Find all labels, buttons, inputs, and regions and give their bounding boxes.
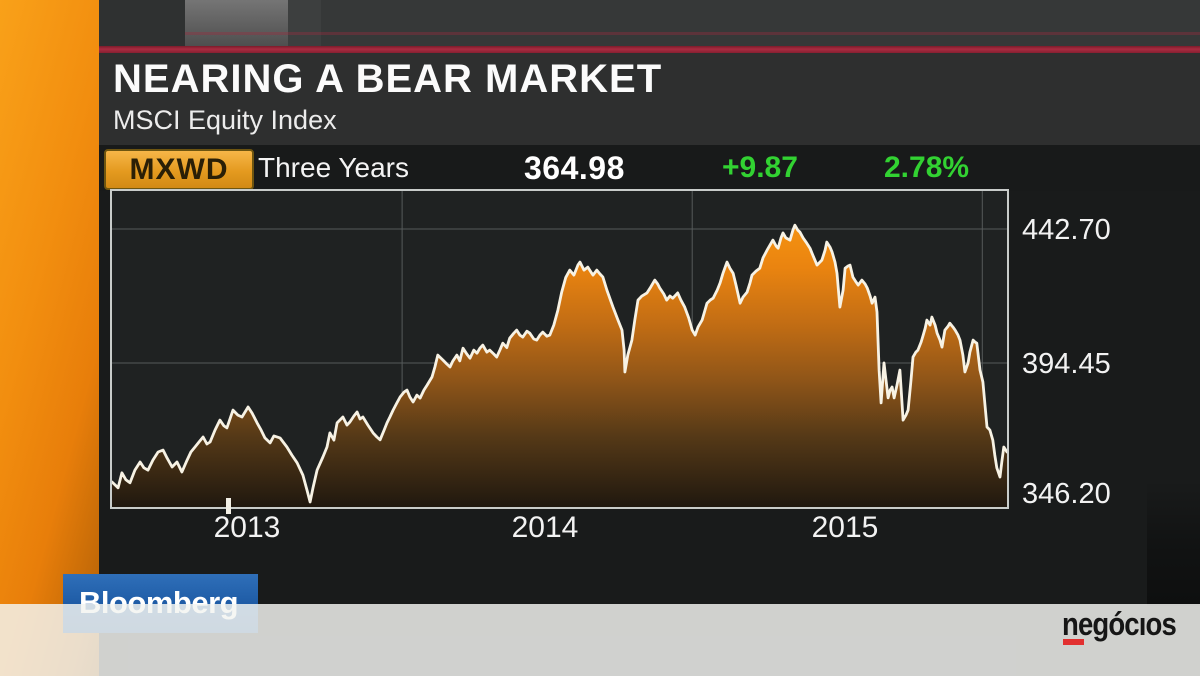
axis-marker-tick <box>226 498 231 514</box>
top-strip-faint-line <box>185 32 1200 35</box>
chart-header: NEARING A BEAR MARKET MSCI Equity Index <box>99 53 1200 145</box>
x-axis-label-2015: 2015 <box>811 511 879 544</box>
ticker-pct-change: 2.78% <box>884 151 970 184</box>
top-strip-dark-segment <box>99 0 185 46</box>
ticker-last-price: 364.98 <box>524 150 625 186</box>
left-accent-bar <box>0 0 99 676</box>
negocios-logo-red-mark <box>1063 639 1084 645</box>
negocios-logo: negócıos <box>1062 606 1194 645</box>
ticker-bar: MXWD Three Years 364.98 +9.87 2.78% <box>99 145 1200 191</box>
ticker-range-label: Three Years <box>258 152 409 183</box>
y-axis-label-top: 442.70 <box>1022 214 1111 246</box>
negocios-logo-text: negócıos <box>1062 606 1177 642</box>
y-axis-label-mid: 394.45 <box>1022 348 1111 380</box>
red-accent-line <box>99 46 1200 53</box>
broadcast-top-strip <box>99 0 1200 46</box>
ticker-net-change: +9.87 <box>722 151 798 184</box>
lower-third-glare-band <box>0 604 1200 676</box>
x-axis-label-2013: 2013 <box>213 511 281 544</box>
top-strip-mid-segment <box>288 0 321 46</box>
x-axis-label-2014: 2014 <box>511 511 579 544</box>
page-title: NEARING A BEAR MARKET <box>113 57 663 101</box>
price-chart-svg <box>112 191 1007 507</box>
top-strip-light-segment <box>185 0 288 46</box>
right-edge-shade <box>1147 480 1200 606</box>
page-subtitle: MSCI Equity Index <box>113 105 337 135</box>
price-chart <box>110 189 1009 509</box>
y-axis-label-bottom: 346.20 <box>1022 478 1111 510</box>
ticker-symbol-badge: MXWD <box>104 149 254 190</box>
